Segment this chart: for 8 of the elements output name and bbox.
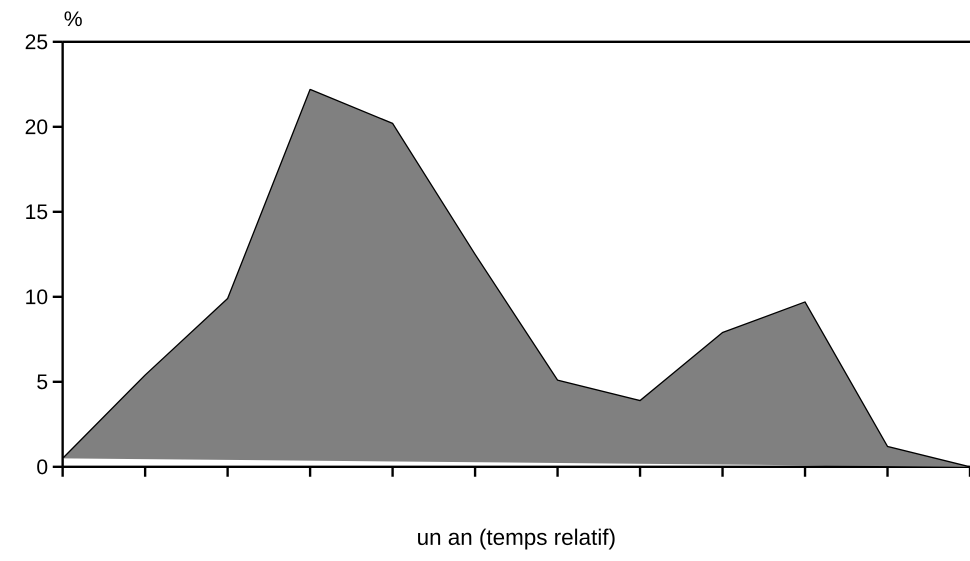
y-tick-label: 15 bbox=[26, 204, 48, 220]
y-tick-label: 10 bbox=[26, 289, 48, 304]
y-tick-label: 0 bbox=[37, 459, 48, 474]
y-axis-title: % bbox=[64, 11, 82, 26]
x-axis-title: un an (temps relatif) bbox=[418, 528, 615, 550]
y-tick-label: 5 bbox=[37, 374, 48, 390]
y-tick-label: 20 bbox=[26, 119, 48, 134]
y-tick-label: 25 bbox=[26, 34, 48, 50]
